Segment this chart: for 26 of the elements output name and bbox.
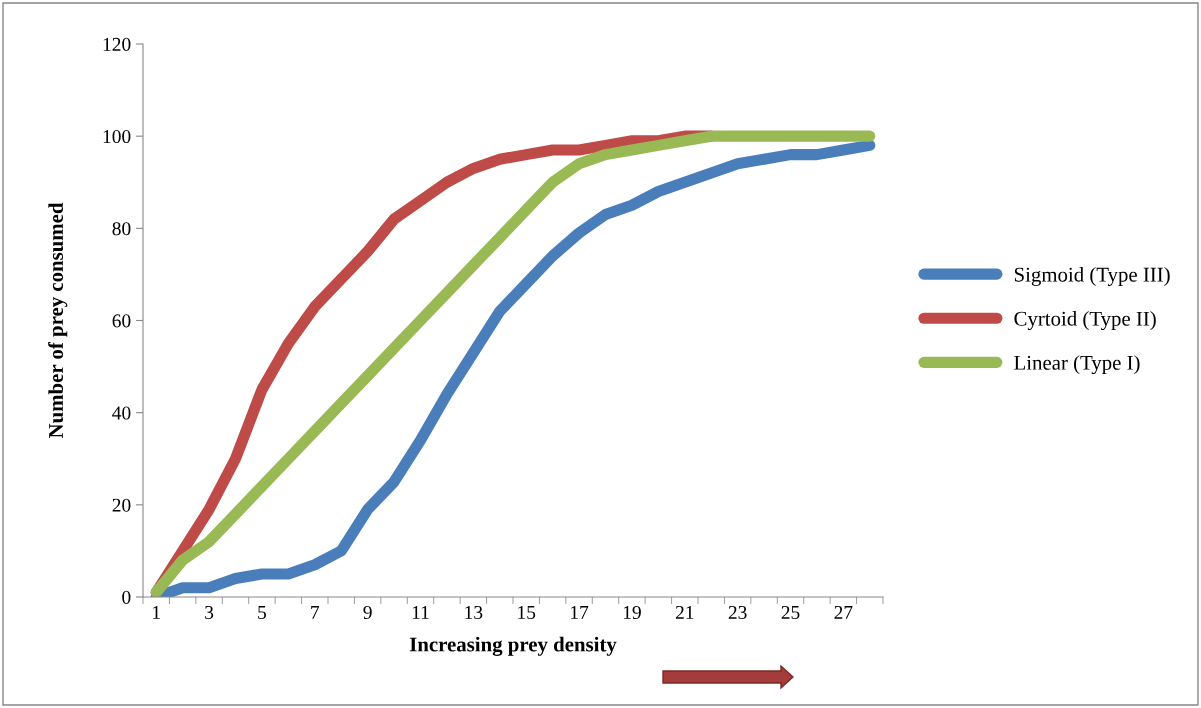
y-tick-label: 40 <box>112 406 131 420</box>
x-tick-label: 27 <box>834 605 853 619</box>
x-tick-label: 23 <box>728 605 747 620</box>
x-tick-label: 7 <box>311 606 320 619</box>
x-tick-label: 1 <box>153 605 160 619</box>
x-tick-label: 3 <box>205 605 214 620</box>
x-tick-label: 9 <box>363 605 372 620</box>
legend-label: Linear (Type I) <box>1014 355 1140 375</box>
x-tick-label: 11 <box>412 605 429 619</box>
y-axis-title: Number of prey consumed <box>48 202 68 439</box>
y-tick-label: 120 <box>103 37 131 51</box>
y-tick-label: 60 <box>112 314 131 328</box>
y-tick-label: 20 <box>112 498 131 512</box>
x-axis-title: Increasing prey density <box>409 636 617 656</box>
x-tick-label: 17 <box>571 605 589 619</box>
x-tick-label: 13 <box>465 605 483 620</box>
y-tick-label: 100 <box>103 129 131 144</box>
x-tick-label: 5 <box>258 606 267 620</box>
x-tick-label: 21 <box>675 605 694 619</box>
y-tick-label: 80 <box>112 222 131 236</box>
legend-label: Cyrtoid (Type II) <box>1014 311 1156 331</box>
legend-label: Sigmoid (Type III) <box>1014 267 1170 286</box>
x-tick-label: 15 <box>518 605 536 620</box>
x-tick-label: 25 <box>781 605 800 620</box>
x-tick-label: 19 <box>623 605 641 620</box>
y-tick-label: 0 <box>122 590 131 604</box>
